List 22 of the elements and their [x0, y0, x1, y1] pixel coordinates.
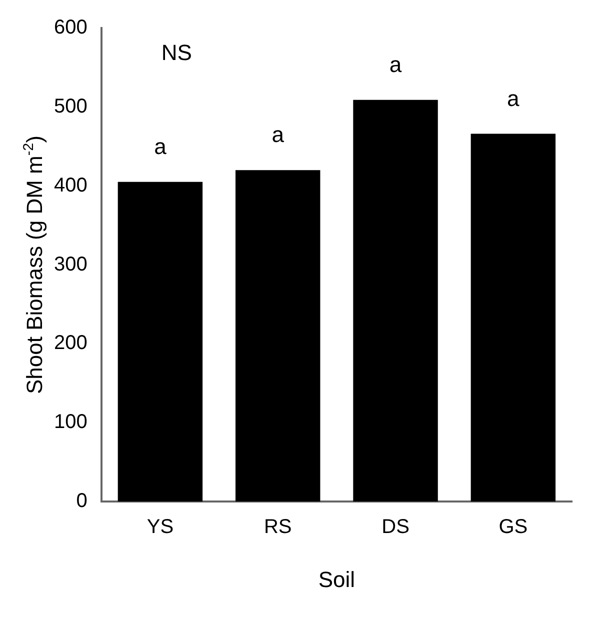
bar [236, 170, 320, 502]
y-tick-label: 100 [54, 411, 88, 434]
x-tick-label: RS [264, 516, 292, 538]
x-tick-label: YS [146, 516, 174, 538]
x-tick-label: DS [382, 516, 410, 538]
y-tick-label: 200 [54, 332, 88, 354]
y-tick-label: 500 [54, 95, 88, 118]
y-axis-title: Shoot Biomass (g DM m-2) [21, 136, 47, 394]
annotation: NS [161, 40, 192, 65]
bar [470, 134, 556, 502]
bar [353, 100, 438, 502]
annotation: a [154, 134, 168, 159]
annotation: a [389, 52, 402, 77]
y-tick-label: 400 [54, 174, 88, 196]
x-axis-title: Soil [318, 566, 356, 592]
x-tick-label: GS [498, 516, 528, 538]
y-tick-label: 300 [54, 253, 88, 276]
bar [118, 182, 203, 502]
annotation: a [272, 122, 285, 148]
annotation: a [507, 86, 520, 111]
y-tick-label: 600 [54, 16, 88, 39]
y-tick-label: 0 [76, 490, 88, 512]
